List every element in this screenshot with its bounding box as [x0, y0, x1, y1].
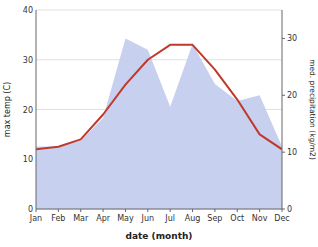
y-axis-line: [36, 10, 37, 209]
x-tick: [214, 209, 215, 212]
x-tick-label: Oct: [230, 214, 244, 223]
line: [36, 45, 282, 149]
chart-container: JanFebMarAprMayJunJulAugSepOctNovDec0102…: [0, 0, 318, 247]
grid-line: [36, 10, 282, 11]
x-tick-label: Aug: [185, 214, 201, 223]
chart: JanFebMarAprMayJunJulAugSepOctNovDec0102…: [0, 0, 318, 247]
y2-tick-label: 0: [287, 205, 292, 214]
x-tick-label: Apr: [96, 214, 111, 223]
y2-tick: [282, 38, 285, 39]
x-tick: [36, 209, 37, 212]
y-tick-label: 0: [28, 205, 33, 214]
x-tick: [103, 209, 104, 212]
y-tick-label: 20: [23, 106, 33, 115]
y-tick-label: 10: [23, 155, 33, 164]
y2-tick: [282, 209, 285, 210]
grid-line: [36, 59, 282, 60]
x-tick: [259, 209, 260, 212]
y2-axis-line: [282, 10, 283, 209]
background: [0, 0, 318, 247]
y-tick-label: 30: [23, 56, 33, 65]
x-tick: [192, 209, 193, 212]
x-tick-label: Mar: [73, 214, 89, 223]
x-axis-line: [36, 209, 282, 210]
x-tick: [237, 209, 238, 212]
x-tick-label: Jun: [141, 214, 155, 223]
axes: JanFebMarAprMayJunJulAugSepOctNovDec0102…: [23, 6, 297, 223]
x-tick-label: Dec: [274, 214, 289, 223]
x-tick-label: Nov: [252, 214, 268, 223]
y-tick-label: 40: [23, 6, 33, 15]
x-axis-label: date (month): [126, 231, 193, 241]
grid-line: [36, 209, 282, 210]
series-group: [36, 38, 282, 209]
x-tick-label: May: [117, 214, 134, 223]
y2-tick: [282, 152, 285, 153]
x-tick: [58, 209, 59, 212]
x-tick-label: Sep: [207, 214, 222, 223]
x-tick: [170, 209, 171, 212]
x-tick: [147, 209, 148, 212]
y2-tick: [282, 95, 285, 96]
area: [36, 38, 282, 209]
grid: [36, 10, 282, 209]
y-axis-label: max temp (C): [3, 82, 12, 137]
x-tick: [125, 209, 126, 212]
x-tick-label: Jul: [164, 214, 175, 223]
y2-tick-label: 30: [287, 34, 297, 43]
x-tick-label: Jan: [29, 214, 42, 223]
x-tick: [80, 209, 81, 212]
x-tick-label: Feb: [51, 214, 65, 223]
y2-tick-label: 10: [287, 148, 297, 157]
y2-axis-label: med. precipitation (kg/m2): [308, 59, 317, 160]
y2-tick-label: 20: [287, 91, 297, 100]
